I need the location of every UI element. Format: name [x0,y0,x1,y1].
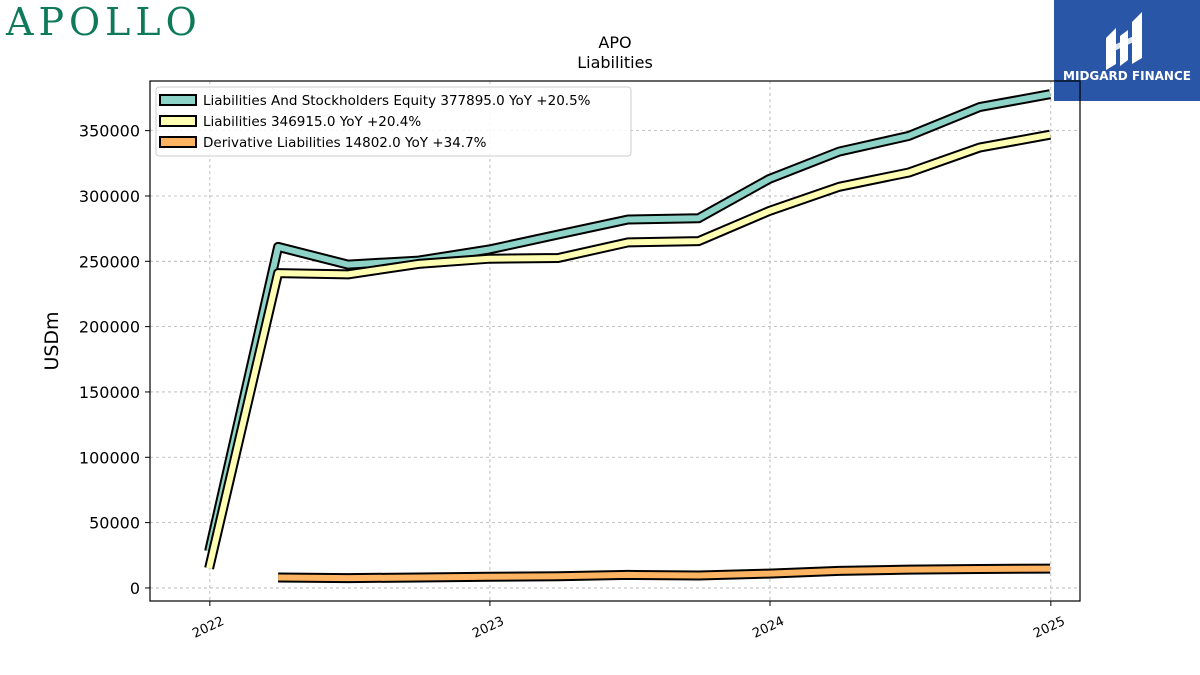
x-tick-label: 2025 [1031,614,1067,642]
y-tick-label: 250000 [79,252,140,271]
series-layer [204,89,1051,584]
plot-frame [149,80,1081,602]
y-tick-label: 350000 [79,122,140,141]
legend-label: Liabilities And Stockholders Equity 3778… [203,93,591,109]
y-axis-label: USDm [41,311,63,370]
y-tick-label: 0 [130,579,140,598]
legend-label: Derivative Liabilities 14802.0 YoY +34.7… [203,135,487,151]
y-tick-label: 50000 [89,514,140,533]
midgard-logo-icon [1106,12,1142,70]
y-tick-label: 200000 [79,318,140,337]
series-line-1 [206,131,1051,569]
legend: Liabilities And Stockholders Equity 3778… [155,86,632,157]
series-line-0 [206,91,1051,553]
legend-label: Liabilities 346915.0 YoY +20.4% [203,114,421,130]
y-axis: 0 50000 100000 150000 200000 250000 300000 3500… [79,122,150,598]
badge-text: MIDGARD FINANCE [1063,69,1191,83]
legend-box [155,86,632,157]
apollo-logo: APOLLO [6,0,202,44]
x-axis: 2022 2023 2024 2025 [190,601,1068,642]
series-line-2 [278,565,1051,582]
legend-swatch [159,115,197,127]
x-tick-label: 2023 [470,614,506,642]
series-outline-1 [204,129,1051,570]
midgard-badge: MIDGARD FINANCE [1054,0,1200,101]
x-tick-label: 2022 [190,614,226,642]
y-tick-label: 300000 [79,187,140,206]
chart-subtitle: Liabilities [577,53,653,72]
legend-swatch [159,136,197,148]
x-tick-label: 2024 [750,614,786,642]
y-tick-label: 100000 [79,448,140,467]
grid [150,81,1080,601]
legend-swatch [159,94,197,106]
chart-title: APO [598,33,631,52]
y-tick-label: 150000 [79,383,140,402]
